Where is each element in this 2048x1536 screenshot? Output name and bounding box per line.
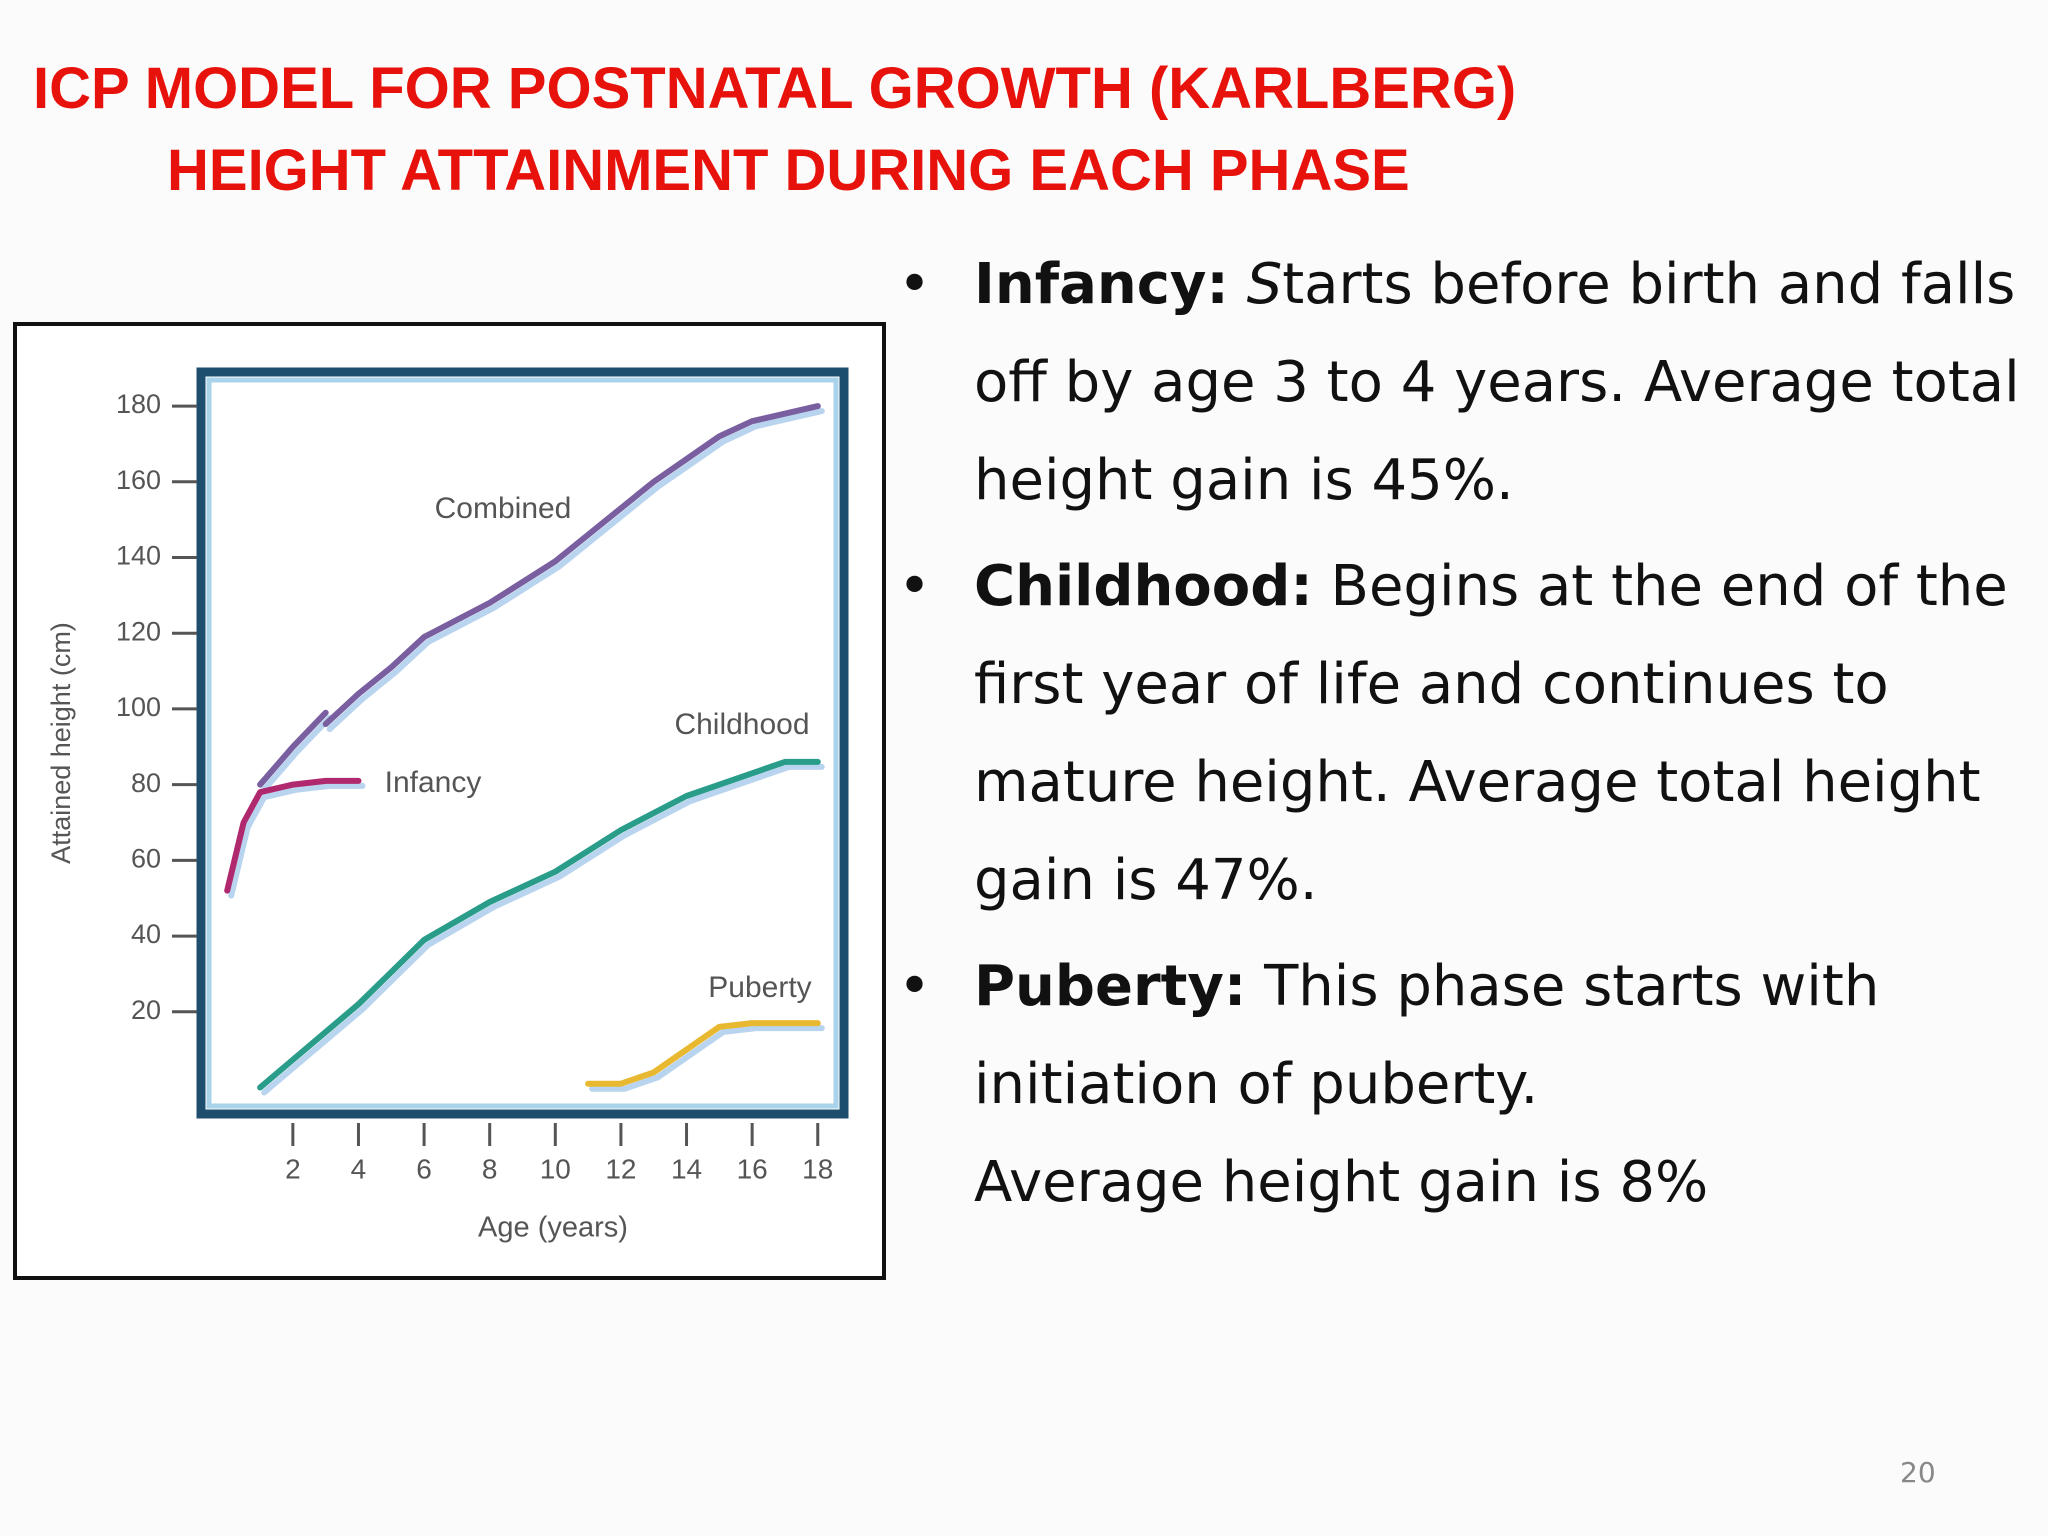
line-shadow	[589, 1025, 825, 1092]
x-tick-label: 10	[540, 1153, 571, 1184]
x-axis-title: Age (years)	[478, 1212, 628, 1244]
series-label: Infancy	[385, 766, 482, 799]
chart-frame: Attained height (cm) Age (years) 20 40 60 8…	[13, 322, 886, 1280]
x-tick-label: 14	[671, 1153, 702, 1184]
bullet-text: tarts before birth and falls off by age …	[974, 252, 2020, 513]
bullet-lead: Childhood:	[974, 554, 1313, 619]
bullet: Puberty: This phase starts with initiati…	[898, 938, 2034, 1232]
bullet: Infancy: Starts before birth and falls o…	[898, 236, 2034, 530]
line-shadow	[228, 782, 366, 899]
series-line	[224, 777, 362, 894]
page-number: 20	[1900, 1456, 1936, 1489]
y-tick-label: 20	[131, 995, 161, 1025]
bullet-lead: Infancy:	[974, 252, 1229, 317]
line-shadow	[261, 408, 825, 793]
bullet-text: Begins at the end of the first year of l…	[974, 554, 2008, 913]
series-line	[585, 1020, 821, 1087]
y-tick-label: 80	[131, 768, 161, 798]
x-tick-label: 6	[416, 1153, 432, 1184]
y-tick-label: 140	[116, 541, 161, 571]
y-tick-label: 60	[131, 843, 161, 873]
y-tick-label: 160	[116, 465, 161, 495]
line-shadow	[261, 763, 825, 1096]
x-tick-label: 8	[482, 1153, 498, 1184]
series-line	[257, 758, 821, 1091]
y-tick-label: 120	[116, 616, 161, 646]
bullet-text: Average height gain is 8%	[974, 1150, 1709, 1215]
series-label: Childhood	[674, 708, 809, 741]
x-tick-label: 18	[802, 1153, 833, 1184]
series-label: Puberty	[708, 971, 811, 1004]
title-line: ICP MODEL FOR POSTNATAL GROWTH (KARLBERG…	[33, 56, 1517, 121]
y-tick-label: 180	[116, 389, 161, 419]
bullet-text: This phase starts with initiation of pub…	[974, 954, 1880, 1117]
bullet-lead: Puberty:	[974, 954, 1247, 1019]
bullet: Childhood: Begins at the end of the firs…	[898, 538, 2034, 930]
y-tick-label: 100	[116, 692, 161, 722]
title-line: HEIGHT ATTAINMENT DURING EACH PHASE	[167, 138, 1410, 203]
y-tick-label: 40	[131, 919, 161, 949]
y-axis-title: Attained height (cm)	[46, 622, 76, 864]
bullet-list: Infancy: Starts before birth and falls o…	[898, 236, 2034, 1240]
series-line	[257, 403, 821, 788]
x-tick-label: 2	[285, 1153, 301, 1184]
bullet-initial: S	[1246, 252, 1283, 317]
plot-inner-frame	[206, 377, 839, 1109]
chart: Attained height (cm) Age (years) 20 40 60 8…	[46, 367, 849, 1244]
series-label: Combined	[435, 492, 572, 525]
x-tick-label: 4	[351, 1153, 367, 1184]
x-tick-label: 16	[737, 1153, 768, 1184]
x-tick-label: 12	[605, 1153, 636, 1184]
